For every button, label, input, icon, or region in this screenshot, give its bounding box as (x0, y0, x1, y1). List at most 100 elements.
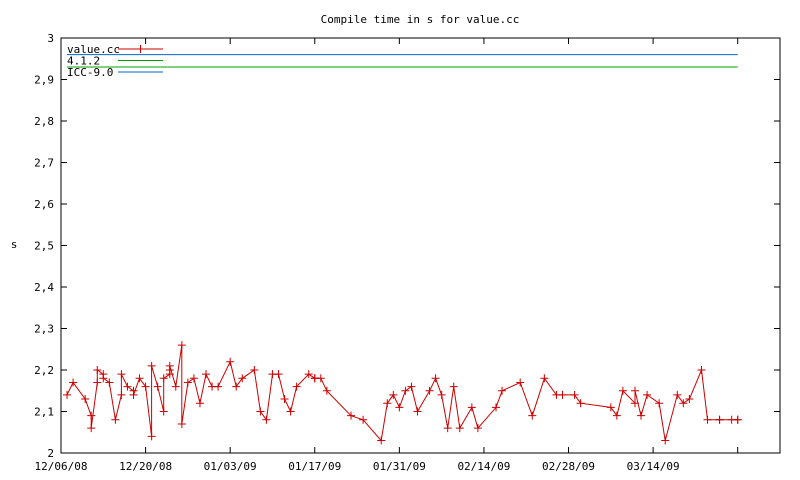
data-point (492, 403, 501, 412)
data-point (377, 436, 386, 445)
data-point (498, 386, 507, 395)
plot-frame (60, 37, 781, 454)
data-point (189, 374, 198, 383)
data-point (661, 436, 670, 445)
data-point (202, 370, 211, 379)
data-point (117, 390, 126, 399)
data-point (147, 432, 156, 441)
x-tick-label: 12/20/08 (119, 460, 172, 473)
data-point (93, 378, 102, 387)
data-point (528, 411, 537, 420)
chart-title: Compile time in s for value.cc (321, 13, 520, 26)
data-point (141, 382, 150, 391)
series-line-value-cc (66, 345, 738, 442)
data-point (431, 374, 440, 383)
data-point (183, 378, 192, 387)
data-point (715, 415, 724, 424)
data-point (570, 390, 579, 399)
data-point (401, 386, 410, 395)
y-tick-label: 2,5 (34, 240, 54, 253)
data-point (383, 399, 392, 408)
x-tick-label: 01/31/09 (373, 460, 426, 473)
data-point (159, 374, 168, 383)
data-point (630, 386, 639, 395)
data-point (292, 382, 301, 391)
data-point (232, 382, 241, 391)
data-point (286, 407, 295, 416)
data-point (443, 424, 452, 433)
data-point (359, 415, 368, 424)
y-axis-label: s (11, 238, 18, 251)
data-point (81, 395, 90, 404)
data-point (425, 386, 434, 395)
y-tick-label: 2,7 (34, 157, 54, 170)
y-tick-label: 2,3 (34, 323, 54, 336)
data-point (655, 399, 664, 408)
x-tick-label: 12/06/08 (35, 460, 88, 473)
data-point (733, 415, 742, 424)
data-point (87, 411, 96, 420)
legend-label: 4.1.2 (67, 55, 100, 68)
y-tick-label: 2,9 (34, 74, 54, 87)
legend-label: ICC-9.0 (67, 66, 113, 79)
data-point (195, 399, 204, 408)
data-point (576, 399, 585, 408)
data-point (697, 366, 706, 374)
data-point (250, 366, 259, 374)
data-point (455, 424, 464, 433)
data-point (274, 370, 283, 379)
data-point (99, 374, 108, 383)
data-point (214, 382, 223, 391)
data-point (316, 374, 325, 383)
data-point (177, 419, 186, 428)
x-axis-ticks: 12/06/08 12/20/08 01/03/09 01/17/09 01/31/09… (35, 38, 739, 473)
data-point (637, 411, 646, 420)
data-point (87, 424, 96, 433)
data-point (516, 378, 525, 387)
data-point (256, 407, 265, 416)
data-point (413, 407, 422, 416)
data-point (558, 390, 567, 399)
data-point (643, 390, 652, 399)
series-layer (63, 54, 742, 445)
x-tick-label: 03/14/09 (627, 460, 680, 473)
data-point (153, 382, 162, 391)
data-point (63, 390, 72, 399)
y-axis-ticks: 2 2,1 2,2 2,3 2,4 2,5 2,6 2,7 2,8 2,9 3 (34, 32, 780, 460)
data-point (389, 390, 398, 399)
data-point (473, 424, 482, 433)
data-point (449, 382, 458, 391)
data-point (467, 403, 476, 412)
data-point (630, 399, 639, 408)
data-point (105, 378, 114, 387)
y-tick-label: 2 (47, 447, 54, 460)
data-point (111, 415, 120, 424)
data-point (304, 370, 313, 379)
x-tick-label: 01/17/09 (288, 460, 341, 473)
data-point (407, 382, 416, 391)
y-tick-label: 3 (47, 32, 54, 45)
data-point (177, 341, 186, 350)
data-point (171, 382, 180, 391)
data-point (437, 390, 446, 399)
data-point (226, 357, 235, 366)
data-point (159, 407, 168, 416)
data-point (618, 386, 627, 395)
data-point (123, 382, 132, 391)
y-tick-label: 2,6 (34, 198, 54, 211)
y-tick-label: 2,2 (34, 364, 54, 377)
y-tick-label: 2,8 (34, 115, 54, 128)
data-point (395, 403, 404, 412)
data-point (347, 411, 356, 420)
data-point (540, 374, 549, 383)
data-point (238, 374, 247, 383)
x-tick-label: 02/28/09 (542, 460, 595, 473)
data-point (322, 386, 331, 395)
data-point (69, 378, 78, 387)
data-point (262, 415, 271, 424)
data-point (679, 399, 688, 408)
data-point (117, 370, 126, 379)
data-point (280, 395, 289, 404)
data-point (147, 361, 156, 370)
